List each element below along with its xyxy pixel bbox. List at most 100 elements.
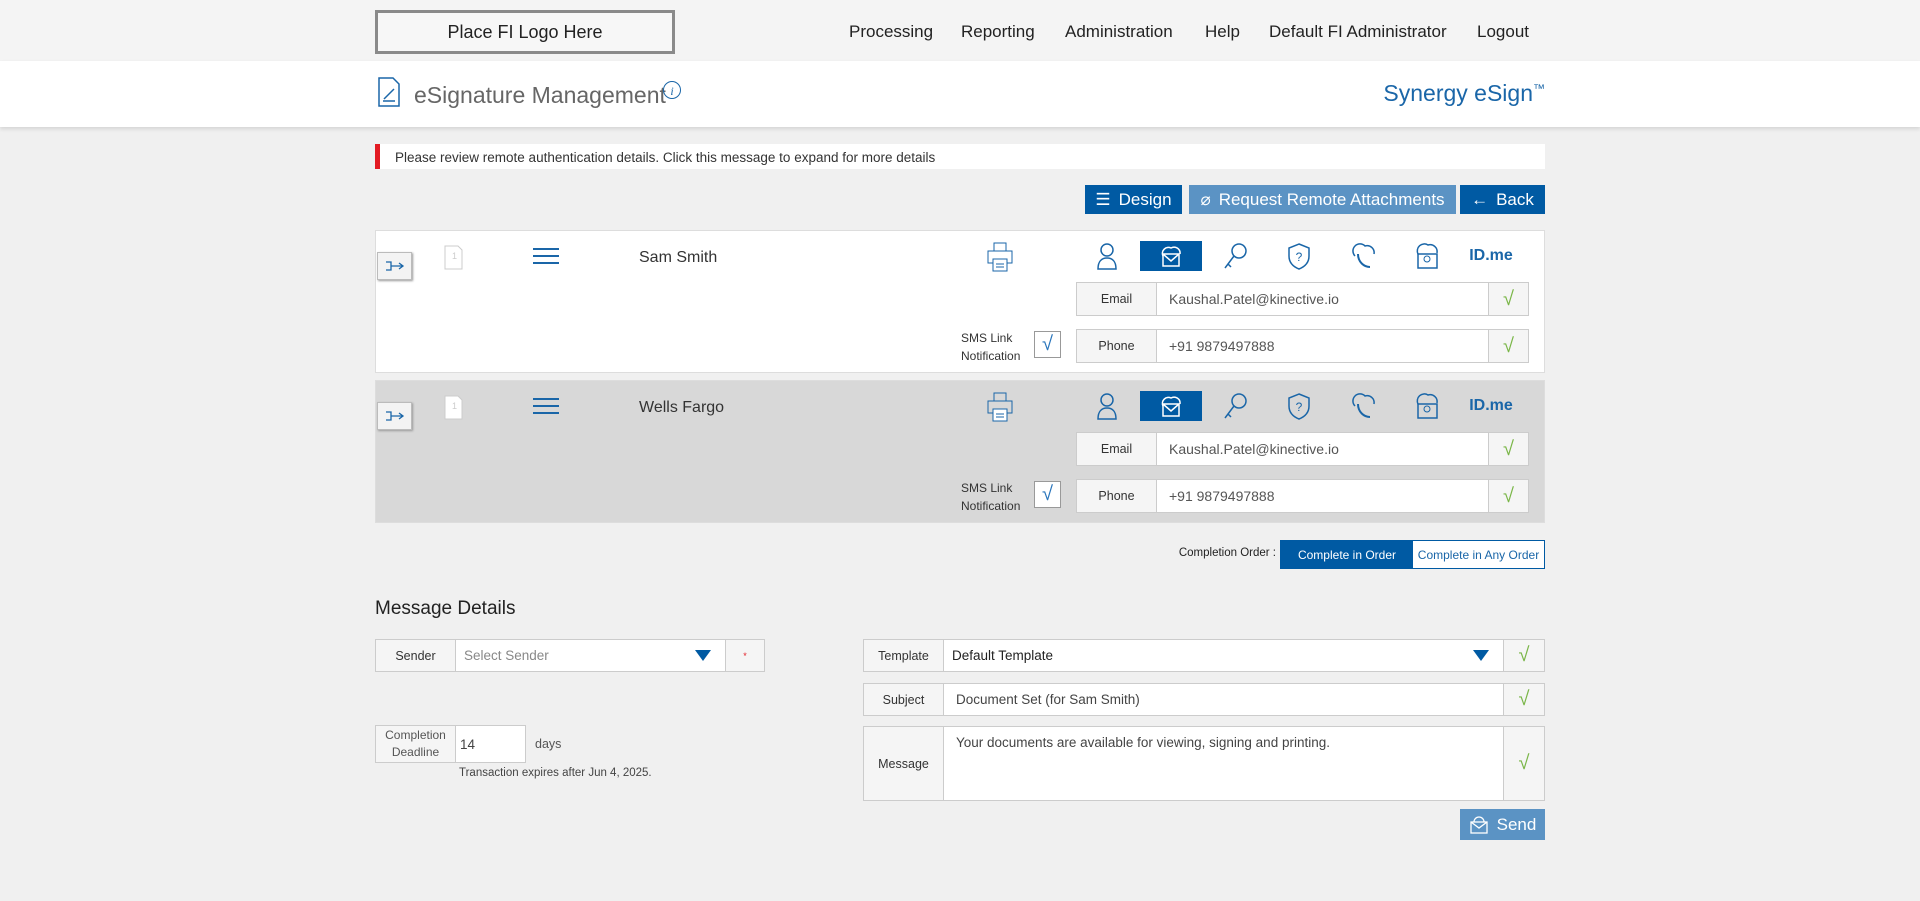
template-select[interactable]: Default Template (944, 640, 1503, 671)
auth-id-verification[interactable] (1396, 391, 1458, 421)
idme-logo: ID.me (1469, 397, 1513, 414)
send-button[interactable]: Send (1460, 809, 1545, 840)
svg-text:?: ? (1296, 250, 1303, 264)
nav-processing[interactable]: Processing (849, 22, 934, 41)
phone-valid-check-icon: √ (1488, 480, 1528, 512)
required-indicator: * (725, 640, 764, 671)
message-details-heading: Message Details (375, 598, 516, 619)
message-textarea[interactable]: Your documents are available for viewing… (944, 727, 1503, 800)
subject-check-icon: √ (1503, 684, 1544, 715)
svg-text:1: 1 (452, 251, 457, 261)
subject-label: Subject (864, 684, 944, 715)
auth-key[interactable] (1204, 241, 1266, 271)
sms-notification-checkbox[interactable]: √ (1034, 481, 1061, 508)
route-button[interactable] (377, 402, 412, 430)
back-button[interactable]: ← Back (1460, 185, 1545, 214)
cloud-id-icon (1416, 243, 1438, 269)
sender-row: Sender Select Sender * (375, 639, 765, 672)
page-title: eSignature Management (414, 82, 666, 108)
page-header (0, 61, 1920, 127)
auth-id-verification[interactable] (1396, 241, 1458, 271)
design-label: Design (1118, 189, 1172, 209)
menu-icon[interactable] (532, 247, 560, 265)
printer-icon[interactable] (986, 391, 1014, 423)
phone-input[interactable]: +91 9879497888 (1157, 330, 1488, 362)
cloud-phone-icon (1352, 393, 1375, 418)
nav-user[interactable]: Default FI Administrator (1269, 22, 1447, 41)
email-valid-check-icon: √ (1488, 433, 1528, 465)
dropdown-arrow-icon (695, 650, 711, 661)
auth-security-question[interactable]: ? (1268, 241, 1330, 271)
phone-label: Phone (1077, 480, 1157, 512)
design-button[interactable]: ☰ Design (1085, 185, 1182, 214)
complete-any-order-button[interactable]: Complete in Any Order (1413, 541, 1544, 568)
document-count-icon: 1 (444, 395, 463, 420)
message-label: Message (864, 727, 944, 800)
nav-reporting[interactable]: Reporting (961, 22, 1035, 41)
auth-security-question[interactable]: ? (1268, 391, 1330, 421)
completion-deadline-input[interactable]: 14 (456, 726, 525, 762)
cloud-id-icon (1416, 393, 1438, 419)
nav-logout[interactable]: Logout (1477, 22, 1529, 41)
days-label: days (535, 737, 562, 751)
email-valid-check-icon: √ (1488, 283, 1528, 315)
send-mail-icon (1469, 815, 1488, 834)
sms-notification-checkbox[interactable]: √ (1034, 331, 1061, 358)
auth-idme[interactable]: ID.me (1460, 391, 1522, 421)
phone-field: Phone +91 9879497888 √ (1076, 329, 1529, 363)
completion-order-label: Completion Order : (1178, 547, 1276, 559)
auth-phone[interactable] (1332, 241, 1394, 271)
nav-administration[interactable]: Administration (1065, 22, 1173, 41)
dropdown-arrow-icon (1473, 650, 1489, 661)
email-field: Email Kaushal.Patel@kinective.io √ (1076, 282, 1529, 316)
brand-name: Synergy eSign™ (1383, 80, 1545, 107)
message-check-icon: √ (1503, 727, 1544, 800)
template-value: Default Template (952, 648, 1054, 663)
route-arrow-icon (385, 261, 404, 271)
auth-idme[interactable]: ID.me (1460, 241, 1522, 271)
alert-message[interactable]: Please review remote authentication deta… (375, 144, 1545, 169)
printer-icon[interactable] (986, 241, 1014, 273)
person-icon (1097, 393, 1117, 420)
person-icon (1097, 243, 1117, 270)
auth-in-person[interactable] (1076, 391, 1138, 421)
shield-question-icon: ? (1288, 243, 1310, 270)
complete-in-order-button[interactable]: Complete in Order (1281, 541, 1413, 568)
message-row: Message Your documents are available for… (863, 726, 1545, 801)
phone-valid-check-icon: √ (1488, 330, 1528, 362)
expiry-note: Transaction expires after Jun 4, 2025. (459, 767, 652, 779)
document-count-icon: 1 (444, 245, 463, 270)
email-input[interactable]: Kaushal.Patel@kinective.io (1157, 283, 1488, 315)
trademark: ™ (1533, 81, 1545, 96)
phone-input[interactable]: +91 9879497888 (1157, 480, 1488, 512)
top-bar (0, 0, 1920, 61)
nav-help[interactable]: Help (1205, 22, 1240, 41)
email-field: Email Kaushal.Patel@kinective.io √ (1076, 432, 1529, 466)
auth-in-person[interactable] (1076, 241, 1138, 271)
auth-email[interactable] (1140, 241, 1202, 271)
key-icon (1224, 243, 1247, 269)
arrow-left-icon: ← (1471, 189, 1489, 209)
auth-phone[interactable] (1332, 391, 1394, 421)
subject-input[interactable]: Document Set (for Sam Smith) (944, 684, 1503, 715)
request-remote-attachments-button[interactable]: ⌀ Request Remote Attachments (1189, 185, 1456, 214)
route-button[interactable] (377, 252, 412, 280)
fi-logo-placeholder: Place FI Logo Here (375, 10, 675, 54)
route-arrow-icon (385, 411, 404, 421)
auth-key[interactable] (1204, 391, 1266, 421)
auth-email[interactable] (1140, 391, 1202, 421)
email-input[interactable]: Kaushal.Patel@kinective.io (1157, 433, 1488, 465)
sender-placeholder: Select Sender (464, 648, 549, 663)
cloud-mail-icon (1161, 396, 1181, 417)
key-icon (1224, 393, 1247, 419)
signer-name: Wells Fargo (639, 399, 725, 416)
phone-field: Phone +91 9879497888 √ (1076, 479, 1529, 513)
template-label: Template (864, 640, 944, 671)
sender-select[interactable]: Select Sender (456, 640, 725, 671)
design-icon: ☰ (1095, 189, 1111, 209)
idme-logo: ID.me (1469, 247, 1513, 264)
send-label: Send (1496, 814, 1537, 834)
subject-row: Subject Document Set (for Sam Smith) √ (863, 683, 1545, 716)
info-icon[interactable]: i (662, 80, 682, 100)
menu-icon[interactable] (532, 397, 560, 415)
